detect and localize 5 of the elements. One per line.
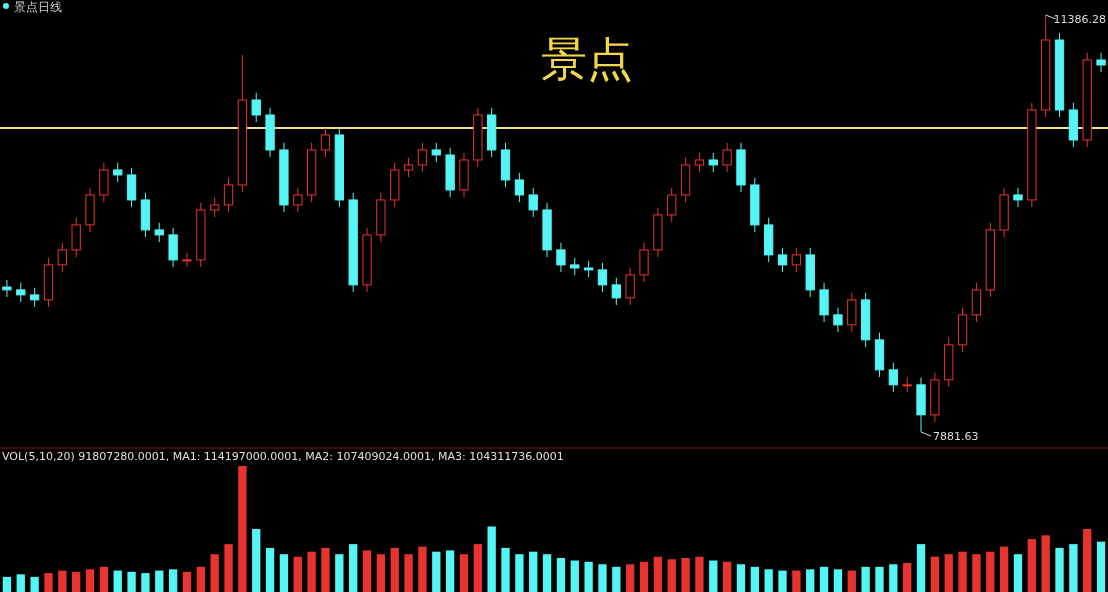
annotation: 11386.28 [1053,13,1106,26]
annotation: VOL(5,10,20) 91807280.0001, MA1: 114197000.0001, MA2: 107409024.0001, MA3: 104311736.0001 [2,450,564,463]
annotation: 景点日线 [14,0,62,14]
annotation: 7881.63 [933,430,979,443]
title: 景点 [541,32,634,86]
